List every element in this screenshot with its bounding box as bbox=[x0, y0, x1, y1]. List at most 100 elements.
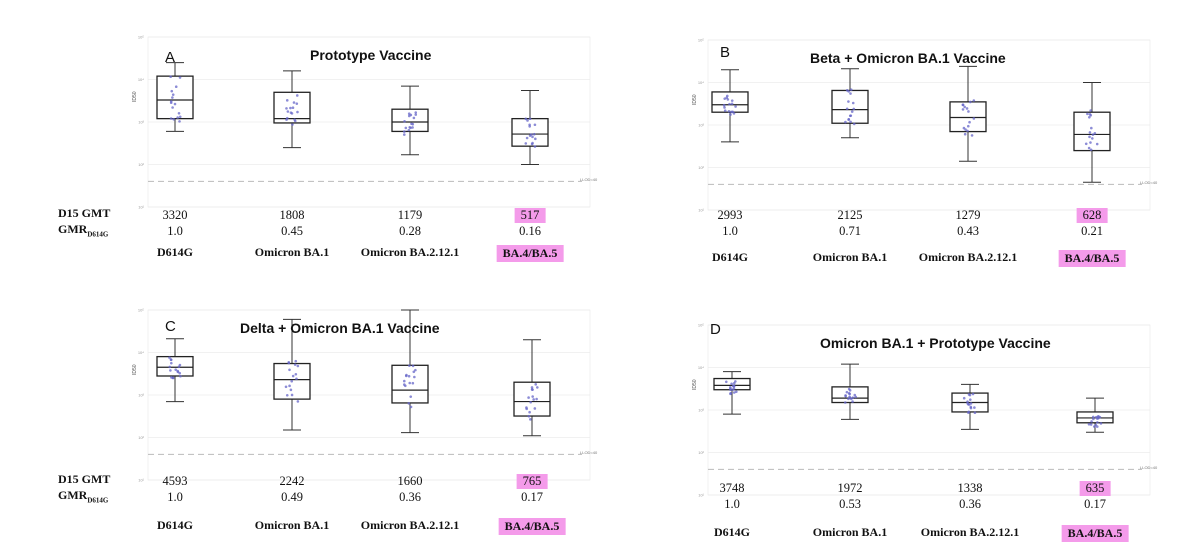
data-point bbox=[1090, 420, 1093, 423]
x-category-label: D614G bbox=[157, 245, 193, 259]
gmt-value: 4593 bbox=[162, 474, 188, 488]
data-point bbox=[291, 374, 295, 378]
data-point bbox=[847, 90, 850, 93]
data-point bbox=[1091, 137, 1094, 140]
data-point bbox=[293, 118, 296, 121]
data-point bbox=[407, 402, 411, 405]
llod-label: LLOD=40 bbox=[1140, 465, 1158, 471]
data-point bbox=[291, 123, 294, 126]
data-point bbox=[414, 111, 418, 114]
data-point bbox=[286, 110, 290, 113]
box-3 bbox=[513, 339, 551, 437]
data-point bbox=[1089, 141, 1092, 144]
y-tick-label: 10³ bbox=[138, 393, 144, 398]
data-point bbox=[290, 379, 294, 383]
data-point bbox=[285, 107, 288, 110]
panel-letter: A bbox=[165, 49, 176, 66]
data-point bbox=[171, 376, 175, 380]
data-point bbox=[968, 120, 971, 124]
chart-title: Beta + Omicron BA.1 Vaccine bbox=[810, 50, 1006, 66]
data-point bbox=[531, 395, 534, 398]
data-point bbox=[723, 97, 727, 100]
data-point bbox=[169, 75, 172, 78]
box-2 bbox=[951, 383, 989, 430]
panel-c: 10¹ 10² 10³ 10⁴ 10⁵ ID50 LLOD=40 C Delta + Omicr… bbox=[58, 298, 600, 543]
gmr-label-sub: D614G bbox=[87, 230, 109, 239]
data-point bbox=[289, 106, 292, 110]
gmt-value: 635 bbox=[1079, 481, 1111, 496]
data-point bbox=[403, 120, 406, 123]
x-category-label: BA.4/BA.5 bbox=[496, 245, 564, 262]
data-point bbox=[966, 124, 970, 128]
data-point bbox=[732, 391, 736, 394]
data-point bbox=[524, 142, 528, 145]
data-point bbox=[411, 126, 414, 129]
box-0 bbox=[713, 371, 751, 415]
data-point bbox=[1095, 425, 1099, 428]
data-point bbox=[850, 110, 854, 113]
gmr-value: 0.17 bbox=[521, 490, 543, 504]
x-category-label: D614G bbox=[157, 518, 193, 532]
data-point bbox=[728, 102, 731, 106]
x-category-label: BA.4/BA.5 bbox=[1058, 250, 1126, 267]
data-point bbox=[962, 396, 966, 400]
gmr-value: 1.0 bbox=[167, 224, 183, 238]
data-point bbox=[169, 369, 172, 372]
y-tick-label: 10⁵ bbox=[698, 38, 704, 43]
data-point bbox=[178, 363, 182, 367]
llod-label: LLOD=40 bbox=[580, 450, 598, 456]
data-point bbox=[171, 106, 174, 109]
data-point bbox=[729, 113, 732, 116]
data-point bbox=[403, 130, 406, 133]
data-point bbox=[172, 117, 176, 121]
llod-label: LLOD=40 bbox=[1140, 180, 1158, 186]
data-point bbox=[408, 125, 412, 129]
boxplot-svg: 10¹ 10² 10³ 10⁴ 10⁵ ID50 bbox=[132, 35, 591, 210]
y-tick-label: 10³ bbox=[138, 120, 144, 125]
x-category-label: D614G bbox=[714, 525, 750, 539]
gmr-row-label: GMRD614G bbox=[58, 488, 108, 504]
data-point bbox=[525, 136, 529, 140]
data-point bbox=[854, 395, 858, 399]
data-point bbox=[528, 134, 532, 137]
data-point bbox=[407, 112, 411, 115]
data-point bbox=[408, 381, 412, 385]
box-1 bbox=[831, 68, 869, 139]
iqr-box bbox=[831, 89, 869, 124]
data-point bbox=[289, 388, 293, 392]
data-point bbox=[178, 76, 182, 79]
panel-letter: B bbox=[720, 44, 731, 61]
boxplot-svg: 10¹ 10² 10³ 10⁴ 10⁵ ID50 bbox=[132, 308, 591, 483]
data-point bbox=[531, 135, 534, 139]
gmr-value: 1.0 bbox=[167, 490, 183, 504]
data-point bbox=[169, 100, 173, 103]
x-category-label: Omicron BA.2.12.1 bbox=[360, 245, 460, 259]
data-point bbox=[527, 414, 531, 418]
gmt-value: 2993 bbox=[717, 208, 743, 222]
y-tick-label: 10² bbox=[138, 162, 144, 167]
data-point bbox=[285, 118, 288, 121]
data-point bbox=[1096, 415, 1100, 418]
gmr-value: 0.17 bbox=[1084, 497, 1106, 511]
gmt-value: 1972 bbox=[837, 481, 863, 495]
iqr-box bbox=[511, 117, 549, 147]
data-point bbox=[402, 379, 406, 383]
data-point bbox=[296, 400, 300, 403]
y-axis-label: ID50 bbox=[132, 364, 138, 375]
data-point bbox=[178, 120, 181, 123]
box-1 bbox=[273, 318, 311, 431]
data-point bbox=[729, 386, 732, 389]
data-point bbox=[731, 384, 735, 388]
data-point bbox=[1093, 132, 1097, 135]
box-2 bbox=[391, 309, 429, 434]
data-point bbox=[849, 397, 853, 401]
data-point bbox=[526, 119, 529, 122]
data-point bbox=[726, 98, 730, 101]
data-point bbox=[961, 108, 965, 111]
data-point bbox=[293, 363, 297, 366]
data-point bbox=[530, 386, 534, 389]
box-3 bbox=[1076, 397, 1114, 433]
gmt-value: 1279 bbox=[955, 208, 981, 222]
data-point bbox=[535, 397, 538, 401]
data-point bbox=[1086, 112, 1089, 116]
